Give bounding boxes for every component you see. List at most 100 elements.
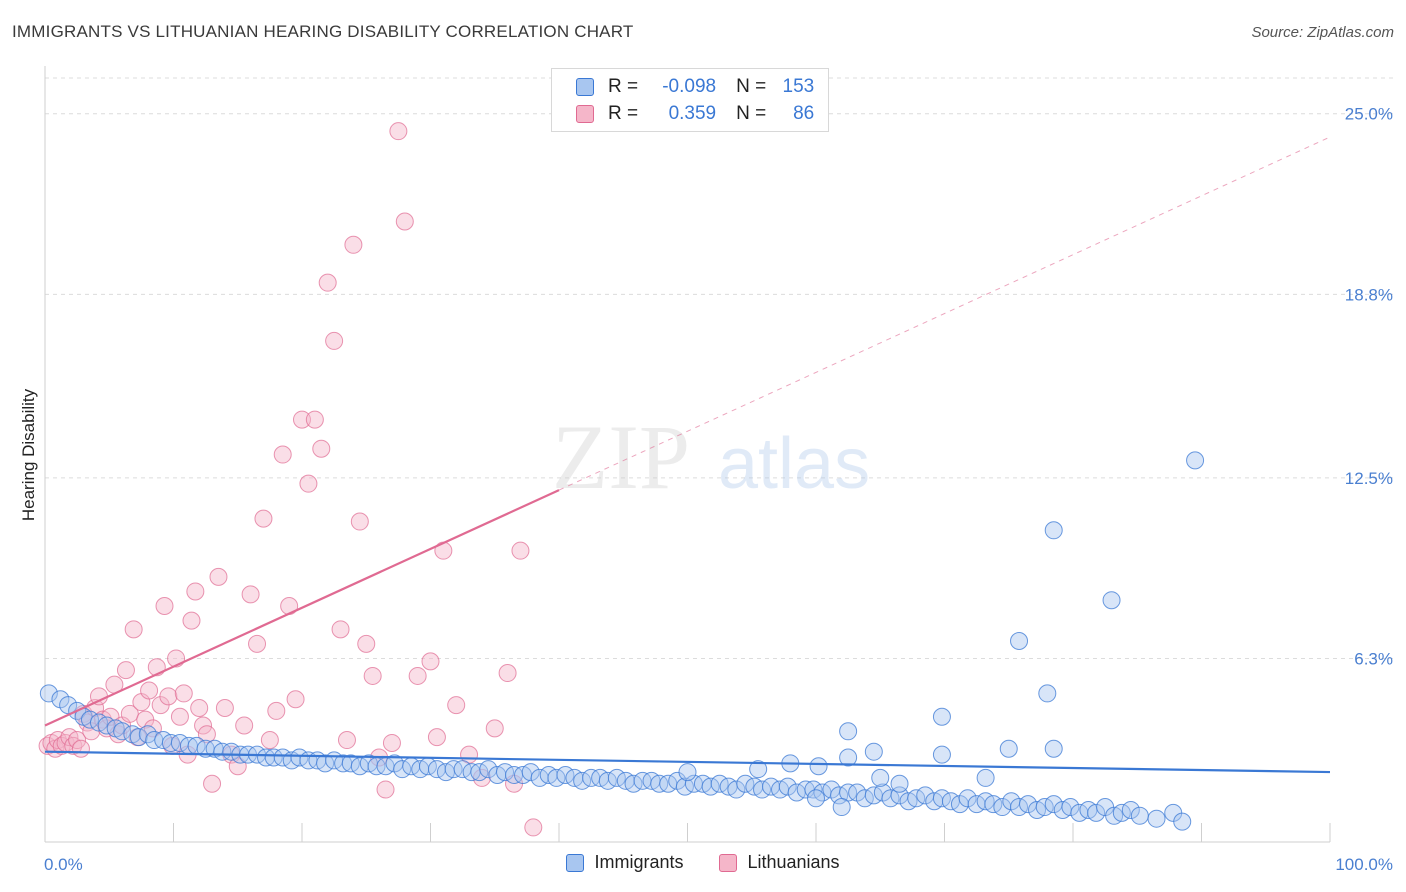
lithuanians-point-75	[421, 652, 440, 671]
lithuanians-point-31	[155, 597, 174, 616]
bottom-legend-swatch-blue	[566, 853, 585, 872]
lithuanians-point-65	[344, 235, 363, 254]
lithuanians-point-78	[447, 696, 466, 715]
immigrants-points	[39, 451, 1205, 831]
lithuanians-point-53	[267, 701, 286, 720]
bottom-legend-label-lithuanians: Lithuanians	[747, 852, 840, 872]
immigrants-point-81	[727, 780, 746, 799]
lithuanians-point-62	[325, 331, 344, 350]
legend-n-label: N =	[736, 103, 767, 124]
y-tick-label-0: 6.3%	[1354, 649, 1393, 668]
watermark: ZIP atlas	[552, 406, 870, 508]
immigrants-point-108	[958, 789, 977, 808]
y-tick-label-2: 18.8%	[1345, 285, 1393, 304]
lithuanians-point-58	[299, 474, 318, 493]
bottom-legend-label-immigrants: Immigrants	[594, 852, 684, 872]
immigrants-point-148	[807, 789, 825, 808]
lithuanians-point-21	[116, 661, 135, 680]
immigrants-point-140	[932, 745, 951, 764]
lithuanians-point-39	[186, 582, 205, 601]
lithuanians-point-72	[389, 122, 408, 141]
legend-n-value-immigrants: 153	[782, 76, 815, 97]
chart-source: Source: ZipAtlas.com	[1251, 24, 1394, 41]
legend-row-lithuanians: R = 0.359 N = 86	[576, 102, 814, 126]
immigrants-point-152	[678, 763, 697, 782]
lithuanians-point-52	[260, 731, 279, 750]
bottom-legend-swatch-pink	[719, 853, 738, 872]
lithuanians-point-84	[511, 541, 530, 560]
legend-r-label: R =	[608, 76, 639, 97]
immigrants-point-149	[832, 798, 851, 817]
immigrants-point-146	[890, 774, 909, 793]
lithuanians-point-60	[312, 439, 331, 458]
x-tick-label-max: 100.0%	[1335, 855, 1393, 874]
lithuanians-point-71	[382, 733, 401, 752]
lithuanians-point-54	[273, 445, 292, 464]
legend-r-value-immigrants: -0.098	[662, 76, 717, 97]
lithuanians-point-63	[331, 620, 350, 639]
immigrants-point-145	[871, 768, 890, 787]
bottom-legend-lithuanians[interactable]: Lithuanians	[719, 852, 840, 873]
immigrants-point-151	[749, 760, 768, 779]
y-tick-label-3: 25.0%	[1345, 105, 1393, 124]
y-axis-label: Hearing Disability	[19, 388, 38, 521]
lithuanians-trend-projection	[558, 136, 1331, 491]
bottom-legend: Immigrants Lithuanians	[0, 852, 1406, 873]
immigrants-point-135	[1010, 631, 1029, 650]
immigrants-point-87	[778, 777, 797, 796]
lithuanians-point-38	[182, 611, 201, 630]
lithuanians-point-74	[408, 666, 427, 685]
bottom-legend-immigrants[interactable]: Immigrants	[566, 852, 683, 873]
legend-n-value-lithuanians: 86	[793, 103, 815, 124]
lithuanians-point-23	[124, 620, 143, 639]
immigrants-point-137	[932, 707, 951, 726]
immigrants-point-133	[1044, 521, 1063, 540]
lithuanians-point-42	[197, 725, 216, 744]
immigrants-point-127	[1121, 800, 1140, 819]
immigrants-point-9	[113, 722, 132, 741]
immigrants-point-144	[809, 757, 828, 776]
lithuanians-point-81	[485, 719, 504, 738]
legend-row-immigrants: R = -0.098 N = 153	[576, 75, 814, 99]
lithuanians-point-57	[293, 410, 311, 429]
lithuanians-point-64	[337, 731, 356, 750]
lithuanians-point-48	[235, 716, 254, 735]
lithuanians-point-27	[140, 681, 159, 700]
y-tick-label-1: 12.5%	[1345, 469, 1393, 488]
lithuanians-point-70	[376, 780, 395, 799]
immigrants-point-138	[839, 722, 858, 741]
lithuanians-point-22	[120, 704, 139, 723]
lithuanians-point-8	[68, 731, 87, 750]
legend-r-value-lithuanians: 0.359	[668, 103, 717, 124]
watermark-zip: ZIP	[552, 406, 690, 508]
immigrants-point-143	[839, 748, 858, 767]
lithuanians-trend-line	[44, 489, 560, 727]
immigrants-point-134	[1102, 591, 1121, 610]
watermark-atlas: atlas	[718, 424, 870, 504]
lithuanians-point-44	[209, 567, 228, 586]
lithuanians-point-41	[194, 716, 213, 735]
axes	[44, 66, 1331, 843]
trend-lines	[44, 136, 1331, 774]
lithuanians-point-9	[71, 739, 90, 758]
stats-legend: R = -0.098 N = 153 R = 0.359 N = 86	[551, 68, 829, 132]
tick-labels: 6.3% 12.5% 18.8% 25.0% 0.0% 100.0%	[44, 105, 1393, 874]
immigrants-point-128	[1130, 806, 1149, 825]
lithuanians-point-59	[305, 410, 324, 429]
immigrants-point-147	[976, 768, 995, 787]
lithuanians-point-67	[357, 634, 376, 653]
lithuanians-point-35	[170, 707, 189, 726]
lithuanians-point-43	[203, 774, 222, 793]
immigrants-point-0	[39, 684, 58, 703]
chart-title: IMMIGRANTS VS LITHUANIAN HEARING DISABIL…	[12, 22, 634, 41]
immigrants-point-132	[1186, 451, 1205, 470]
immigrants-point-142	[1044, 739, 1063, 758]
immigrants-point-123	[1087, 803, 1106, 822]
immigrants-point-131	[1173, 812, 1192, 831]
lithuanians-point-50	[248, 634, 267, 653]
immigrants-point-139	[864, 742, 883, 761]
lithuanians-point-32	[159, 687, 178, 706]
immigrants-point-141	[999, 739, 1018, 758]
immigrants-point-57	[521, 763, 540, 782]
